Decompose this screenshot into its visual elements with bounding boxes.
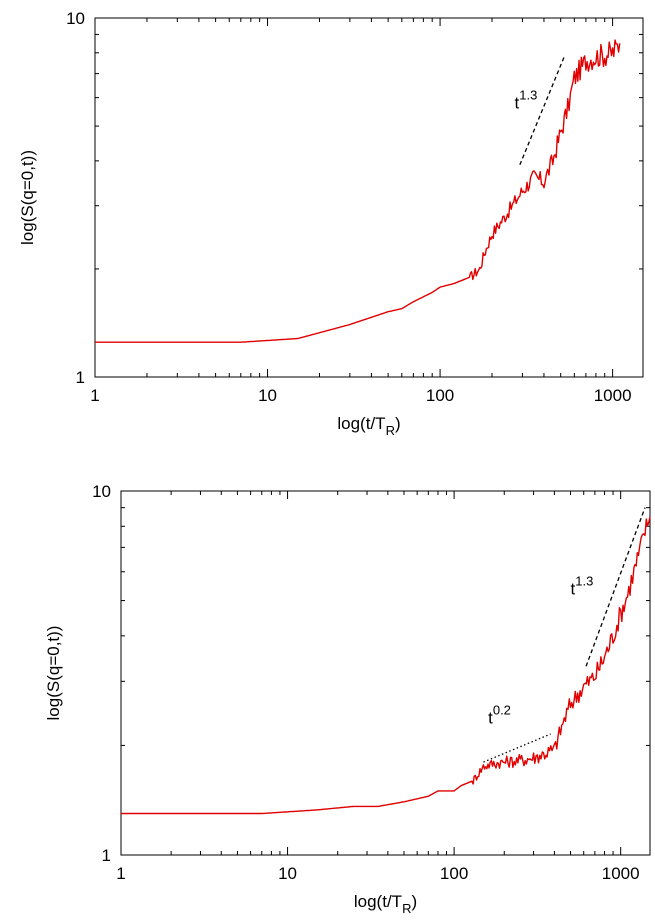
y-tick-label: 10 bbox=[92, 482, 111, 501]
x-tick-label: 1000 bbox=[594, 386, 632, 405]
data-series-line bbox=[121, 517, 650, 814]
x-axis-label: log(t/TR) bbox=[354, 892, 417, 916]
x-tick-label: 10 bbox=[258, 386, 277, 405]
x-axis-label-main: log(t/T bbox=[354, 892, 402, 911]
power-law-exponent: 0.2 bbox=[493, 702, 511, 717]
y-tick-label: 1 bbox=[102, 846, 111, 865]
y-tick-label: 1 bbox=[76, 368, 85, 387]
x-tick-label: 10 bbox=[278, 864, 297, 883]
power-law-exponent: 1.3 bbox=[575, 573, 593, 588]
x-axis-label-main: log(t/T bbox=[337, 414, 385, 433]
x-tick-label: 1 bbox=[90, 386, 99, 405]
chart-panel-top: 1 10 100 1000 1 10 log(t/TR) log(S(q=0,t)) t1.3 bbox=[18, 9, 643, 438]
x-axis-label-close: ) bbox=[395, 414, 401, 433]
data-series-line bbox=[95, 40, 620, 342]
power-law-label: t1.3 bbox=[515, 87, 538, 112]
x-tick-label: 1000 bbox=[602, 864, 640, 883]
power-law-exponent: 1.3 bbox=[519, 87, 537, 102]
power-law-guide-dashed bbox=[586, 508, 645, 667]
y-axis-label: log(S(q=0,t)) bbox=[44, 626, 63, 721]
x-tick-label: 1 bbox=[116, 864, 125, 883]
power-law-guide-dashed bbox=[520, 55, 565, 165]
power-law-label: t0.2 bbox=[488, 702, 511, 727]
power-law-label: t1.3 bbox=[571, 573, 594, 598]
y-axis-label: log(S(q=0,t)) bbox=[18, 150, 37, 245]
x-axis-label: log(t/TR) bbox=[337, 414, 400, 438]
x-tick-label: 100 bbox=[440, 864, 468, 883]
x-axis-label-subscript: R bbox=[402, 901, 411, 916]
y-tick-label: 10 bbox=[66, 9, 85, 28]
plot-frame bbox=[95, 18, 643, 377]
plot-frame bbox=[121, 491, 650, 855]
x-tick-label: 100 bbox=[426, 386, 454, 405]
x-axis-label-subscript: R bbox=[386, 423, 395, 438]
chart-panel-bottom: 1 10 100 1000 1 10 log(t/TR) log(S(q=0,t)) t0.2 t… bbox=[44, 482, 650, 916]
x-axis-label-close: ) bbox=[411, 892, 417, 911]
